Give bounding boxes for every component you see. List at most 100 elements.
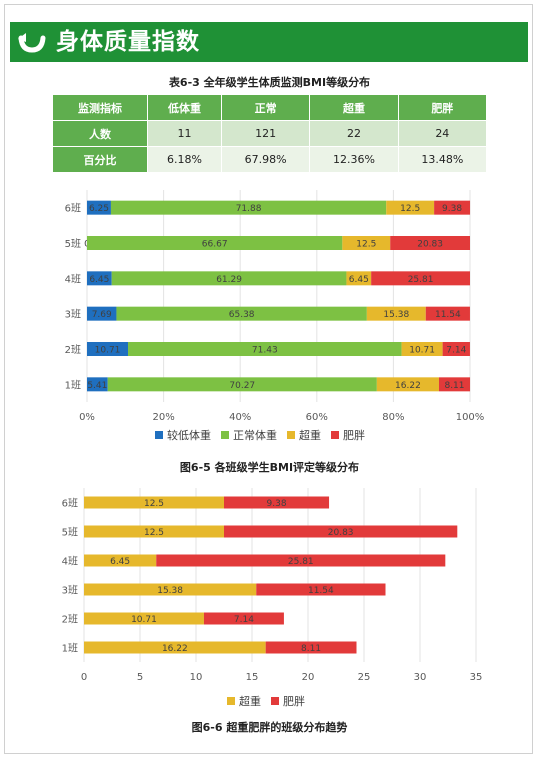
bar-segment bbox=[87, 200, 111, 215]
bar-segment bbox=[128, 342, 402, 356]
bar-segment bbox=[442, 342, 470, 356]
table-title: 表6-3 全年级学生体质监测BMI等级分布 bbox=[168, 76, 371, 89]
y-category-label: 1班 bbox=[65, 379, 81, 391]
data-label: 11.54 bbox=[308, 586, 334, 596]
x-tick-label: 20% bbox=[152, 412, 174, 423]
legend-entry: 正常体重 bbox=[233, 428, 277, 442]
y-category-label: 2班 bbox=[65, 344, 81, 356]
data-label: 6.45 bbox=[89, 275, 109, 285]
bar-segment bbox=[87, 271, 112, 286]
legend-swatch bbox=[221, 431, 229, 439]
x-tick-label: 30 bbox=[414, 672, 427, 683]
bar-segment bbox=[438, 377, 471, 392]
data-label: 8.11 bbox=[444, 381, 464, 391]
bar-segment bbox=[386, 200, 435, 215]
bar-segment bbox=[110, 200, 387, 215]
x-tick-label: 10 bbox=[190, 672, 203, 683]
bar-segment bbox=[434, 200, 471, 215]
bar-segment bbox=[203, 612, 284, 625]
table-cell: 22 bbox=[309, 120, 399, 147]
x-tick-label: 25 bbox=[358, 672, 371, 683]
bar-segment bbox=[401, 342, 443, 356]
bar-segment bbox=[84, 583, 257, 596]
data-label: 11.54 bbox=[435, 310, 461, 320]
bar-segment bbox=[107, 377, 377, 392]
data-label: 25.81 bbox=[288, 557, 314, 567]
data-label: 8.11 bbox=[301, 644, 321, 654]
bar-segment bbox=[84, 641, 266, 654]
table-cell: 121 bbox=[220, 120, 311, 147]
data-label: 12.5 bbox=[400, 204, 420, 214]
legend-entry: 超重 bbox=[299, 428, 321, 442]
legend-swatch bbox=[331, 431, 339, 439]
table-cell: 6.18% bbox=[147, 146, 222, 173]
data-label: 71.88 bbox=[236, 204, 262, 214]
legend-swatch bbox=[287, 431, 295, 439]
y-category-label: 4班 bbox=[62, 556, 78, 568]
bar-segment bbox=[256, 583, 386, 596]
x-tick-label: 100% bbox=[456, 412, 485, 423]
data-label: 65.38 bbox=[229, 310, 255, 320]
y-category-label: 5班 bbox=[65, 238, 81, 250]
data-label: 6.45 bbox=[110, 557, 130, 567]
table-cell: 11 bbox=[147, 120, 222, 147]
table-header-cell: 监测指标 bbox=[52, 94, 148, 121]
bar-segment bbox=[156, 554, 446, 567]
chart2-caption: 图6-6 超重肥胖的班级分布趋势 bbox=[191, 721, 348, 734]
y-category-label: 4班 bbox=[65, 273, 81, 285]
y-category-label: 3班 bbox=[65, 309, 81, 321]
legend-entry: 肥胖 bbox=[283, 695, 305, 708]
table-header-row: 监测指标 低体重 正常 超重 肥胖 bbox=[52, 94, 488, 121]
legend-entry: 超重 bbox=[239, 694, 261, 708]
table-cell: 24 bbox=[397, 120, 488, 147]
legend-swatch bbox=[227, 697, 235, 705]
y-category-label: 5班 bbox=[62, 527, 78, 539]
page-border bbox=[4, 4, 533, 754]
data-label: 16.22 bbox=[162, 644, 188, 654]
table-header-cell: 肥胖 bbox=[397, 94, 488, 121]
bar-segment bbox=[342, 236, 391, 250]
data-label: 15.38 bbox=[383, 310, 409, 320]
bar-segment bbox=[390, 236, 470, 250]
data-label: 10.71 bbox=[409, 346, 435, 356]
data-label: 12.5 bbox=[144, 528, 164, 538]
bar-segment bbox=[84, 612, 204, 625]
bar-segment bbox=[111, 271, 347, 286]
bar-segment bbox=[224, 525, 458, 538]
data-label: 70.27 bbox=[229, 381, 255, 391]
bar-segment bbox=[265, 641, 357, 654]
bar-segment bbox=[366, 306, 426, 321]
bar-segment bbox=[224, 496, 330, 509]
table-cell: 13.48% bbox=[397, 146, 488, 173]
bar-segment bbox=[84, 525, 224, 538]
x-tick-label: 35 bbox=[470, 672, 483, 683]
data-label: 66.67 bbox=[202, 240, 228, 250]
data-label: 5.41 bbox=[87, 381, 107, 391]
y-category-label: 2班 bbox=[62, 614, 78, 626]
bar-segment bbox=[376, 377, 439, 392]
curved-arrow-icon bbox=[18, 33, 46, 53]
data-label: 10.71 bbox=[131, 615, 157, 625]
x-tick-label: 0 bbox=[81, 672, 87, 683]
data-label: 7.69 bbox=[92, 310, 112, 320]
legend-entry: 较低体重 bbox=[167, 428, 211, 442]
bar-segment bbox=[87, 377, 108, 392]
data-label: 9.38 bbox=[267, 499, 287, 509]
data-label: 16.22 bbox=[395, 381, 421, 391]
x-tick-label: 5 bbox=[137, 672, 143, 683]
x-tick-label: 0% bbox=[79, 412, 95, 423]
table-header-cell: 低体重 bbox=[147, 94, 222, 121]
x-tick-label: 80% bbox=[382, 412, 404, 423]
data-label: 12.5 bbox=[356, 240, 376, 250]
x-tick-label: 20 bbox=[302, 672, 315, 683]
x-tick-label: 40% bbox=[229, 412, 251, 423]
header-bar: 身体质量指数 bbox=[10, 22, 528, 62]
y-category-label: 6班 bbox=[62, 498, 78, 510]
bar-segment bbox=[116, 306, 367, 321]
page-title: 身体质量指数 bbox=[56, 29, 200, 55]
bar-segment bbox=[87, 236, 343, 250]
bmi-table: 监测指标 低体重 正常 超重 肥胖 人数 11 121 22 24 百分比 6.… bbox=[52, 94, 488, 173]
y-category-label: 6班 bbox=[65, 203, 81, 215]
x-tick-label: 15 bbox=[246, 672, 259, 683]
bar-segment bbox=[425, 306, 470, 321]
